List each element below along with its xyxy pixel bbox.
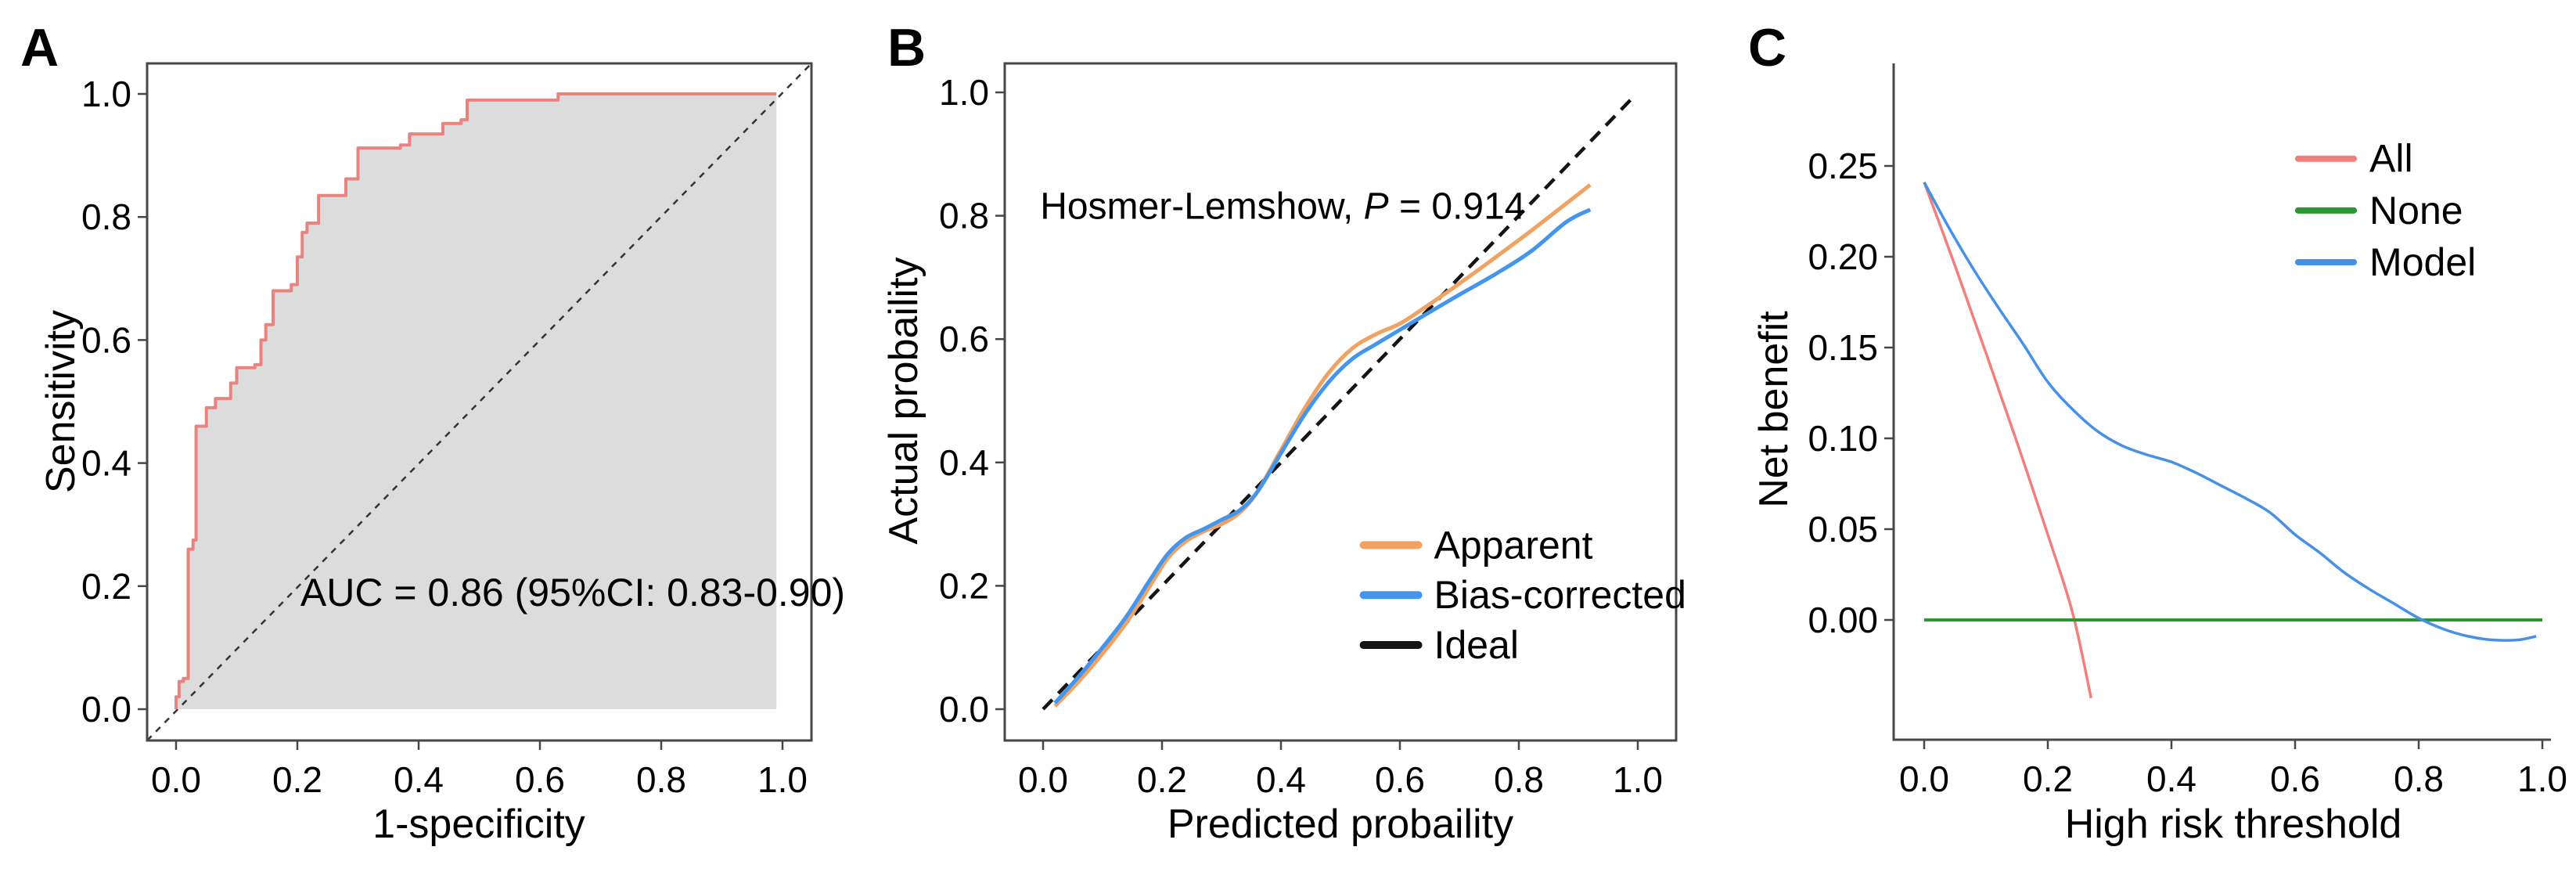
legend-label: All (2369, 137, 2413, 181)
chance-diagonal (146, 63, 812, 741)
legend-label: Model (2369, 240, 2476, 284)
plot-frame (1003, 62, 1678, 742)
panel-a: 0.0 0.2 0.4 0.6 0.8 1.0 0.0 0.2 0.4 0.6 0.8 1.0 1-sp… (20, 18, 845, 847)
y-tick-label: 0.20 (1808, 236, 1878, 277)
x-tick-label: 1.0 (1613, 759, 1663, 800)
legend-item-ideal: Ideal (1359, 623, 1519, 667)
ideal-line (1042, 97, 1634, 711)
x-tick-label: 0.6 (2270, 758, 2320, 799)
plot-spines (1892, 63, 2551, 741)
x-tick-label: 1.0 (757, 759, 808, 800)
legend-item-all: All (2294, 137, 2413, 181)
panel-letter: B (887, 18, 926, 77)
x-tick-label: 0.2 (2023, 758, 2073, 799)
y-tick-label: 0.10 (1808, 418, 1878, 459)
legend-label: Ideal (1434, 623, 1519, 667)
y-tick-label: 0.6 (81, 319, 131, 360)
panel-b: 0.0 0.2 0.4 0.6 0.8 1.0 0.0 0.2 0.4 0.6 0.8 1.0 Pred… (881, 18, 1686, 847)
y-tick-label: 0.8 (81, 196, 131, 237)
all-curve (1923, 182, 2093, 699)
y-tick-label: 0.25 (1808, 146, 1878, 186)
y-tick-label: 1.0 (81, 74, 131, 114)
y-tick-label: 0.2 (81, 566, 131, 607)
x-tick-label: 0.4 (394, 759, 444, 800)
y-axis-label: Actual probaility (881, 257, 926, 544)
model-curve (1923, 182, 2537, 642)
auc-annotation: AUC = 0.86 (95%CI: 0.83-0.90) (300, 571, 845, 614)
y-axis-label: Net benefit (1751, 311, 1797, 508)
y-tick-label: 0.0 (939, 689, 989, 730)
y-axis-label: Sensitivity (38, 310, 84, 493)
x-tick-label: 0.0 (151, 759, 201, 800)
x-tick-label: 0.8 (2394, 758, 2444, 799)
legend-item-none: None (2294, 189, 2463, 232)
y-tick-label: 0.05 (1808, 509, 1878, 550)
x-tick-label: 0.4 (2146, 758, 2196, 799)
y-tick-label: 0.00 (1808, 600, 1878, 640)
legend-item-model: Model (2294, 240, 2476, 284)
bias-corrected-curve (1053, 207, 1592, 704)
panel-letter: C (1748, 18, 1786, 77)
x-tick-label: 0.0 (1018, 759, 1068, 800)
x-tick-label: 0.6 (1375, 759, 1425, 800)
hosmer-annotation: Hosmer-Lemshow, P = 0.914 (1040, 186, 1525, 228)
x-axis-label: High risk threshold (2065, 802, 2402, 847)
x-tick-label: 0.6 (515, 759, 565, 800)
y-tick-label: 0.8 (939, 196, 989, 236)
x-tick-label: 0.2 (1137, 759, 1187, 800)
legend-label: Bias-corrected (1434, 573, 1686, 617)
panel-letter: A (20, 18, 59, 77)
y-tick-label: 0.0 (81, 689, 131, 730)
y-tick-label: 0.4 (81, 443, 131, 484)
legend-label: None (2369, 189, 2463, 232)
x-tick-label: 0.2 (272, 759, 322, 800)
roc-curve (174, 92, 777, 709)
x-tick-label: 0.8 (636, 759, 686, 800)
legend-item-bias-corrected: Bias-corrected (1359, 573, 1686, 617)
y-tick-label: 0.4 (939, 442, 989, 483)
x-tick-label: 1.0 (2517, 758, 2567, 799)
y-tick-label: 0.2 (939, 565, 989, 606)
x-axis-label: Predicted probaility (1167, 802, 1513, 847)
x-tick-label: 0.4 (1256, 759, 1306, 800)
legend-item-apparent: Apparent (1359, 523, 1593, 567)
x-tick-label: 0.8 (1494, 759, 1544, 800)
y-tick-label: 0.6 (939, 319, 989, 359)
y-tick-label: 0.15 (1808, 327, 1878, 368)
plot-frame (146, 62, 813, 742)
y-tick-label: 1.0 (939, 72, 989, 113)
roc-curve-area (176, 94, 777, 709)
legend-label: Apparent (1434, 523, 1593, 567)
panel-c: 0.0 0.2 0.4 0.6 0.8 1.0 0.00 0.05 0.10 0.15 0.20 0.… (1748, 18, 2567, 847)
x-axis-label: 1-specificity (372, 802, 585, 847)
x-tick-label: 0.0 (1899, 758, 1949, 799)
